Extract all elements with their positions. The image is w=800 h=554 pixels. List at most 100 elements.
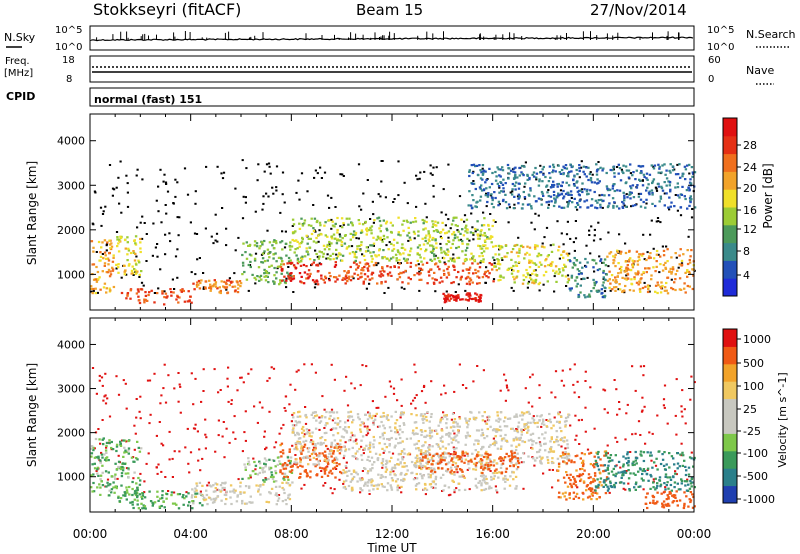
scatter-cell <box>133 492 137 495</box>
scatter-cell <box>684 291 687 294</box>
scatter-cell <box>153 372 156 375</box>
scatter-cell <box>140 502 143 505</box>
scatter-cell <box>528 266 532 269</box>
scatter-cell <box>403 465 406 468</box>
scatter-cell <box>637 192 640 195</box>
scatter-cell <box>199 492 202 495</box>
scatter-cell <box>276 499 280 502</box>
scatter-cell <box>538 396 541 399</box>
scatter-cell <box>279 444 282 447</box>
scatter-cell <box>279 281 282 284</box>
scatter-cell <box>244 196 247 199</box>
scatter-cell <box>135 263 138 266</box>
scatter-cell <box>549 262 553 265</box>
scatter-cell <box>313 217 317 220</box>
scatter-cell <box>549 195 553 198</box>
scatter-cell <box>447 250 450 253</box>
scatter-cell <box>319 224 322 227</box>
scatter-cell <box>436 265 440 268</box>
scatter-cell <box>456 256 459 260</box>
scatter-cell <box>588 295 592 298</box>
scatter-cell <box>560 206 563 209</box>
scatter-cell <box>632 196 636 199</box>
scatter-cell <box>542 420 545 423</box>
scatter-cell <box>350 431 353 434</box>
scatter-cell <box>263 457 267 460</box>
scatter-cell <box>517 187 521 190</box>
scatter-cell <box>512 269 515 272</box>
scatter-cell <box>210 498 213 501</box>
scatter-cell <box>647 191 651 194</box>
scatter-cell <box>264 463 267 466</box>
scatter-cell <box>259 493 262 496</box>
scatter-cell <box>668 270 671 273</box>
scatter-cell <box>565 181 568 184</box>
scatter-cell <box>403 181 406 184</box>
scatter-cell <box>306 273 309 276</box>
scatter-cell <box>403 423 406 426</box>
scatter-cell <box>674 194 677 196</box>
scatter-cell <box>602 276 605 279</box>
scatter-cell <box>687 186 690 189</box>
scatter-cell <box>570 197 573 199</box>
scatter-cell <box>272 367 276 370</box>
scatter-cell <box>204 498 208 501</box>
scatter-cell <box>434 290 437 293</box>
scatter-cell <box>442 188 445 191</box>
scatter-cell <box>366 418 370 421</box>
scatter-cell <box>593 190 596 194</box>
scatter-cell <box>536 245 539 248</box>
scatter-cell <box>249 476 252 479</box>
scatter-cell <box>515 415 519 418</box>
scatter-cell <box>429 172 432 175</box>
scatter-cell <box>272 253 276 256</box>
scatter-cell <box>269 251 272 254</box>
scatter-cell <box>108 239 111 242</box>
scatter-cell <box>577 293 580 297</box>
scatter-cell <box>486 247 489 250</box>
scatter-cell <box>204 227 207 230</box>
scatter-cell <box>335 446 338 449</box>
scatter-cell <box>389 473 392 476</box>
scatter-cell <box>338 239 341 242</box>
scatter-cell <box>239 485 242 488</box>
scatter-cell <box>390 488 394 491</box>
scatter-cell <box>349 436 353 439</box>
scatter-cell <box>643 258 646 261</box>
scatter-cell <box>630 187 633 190</box>
scatter-cell <box>235 500 239 503</box>
scatter-cell <box>136 270 139 273</box>
scatter-cell <box>555 430 558 433</box>
scatter-cell <box>584 370 587 373</box>
scatter-cell <box>298 476 301 479</box>
scatter-cell <box>552 169 555 172</box>
scatter-cell <box>611 187 614 190</box>
scatter-cell <box>428 434 431 437</box>
scatter-cell <box>108 251 111 255</box>
scatter-cell <box>244 485 248 488</box>
scatter-cell <box>92 246 95 249</box>
scatter-cell <box>258 401 261 404</box>
scatter-cell <box>426 242 429 245</box>
scatter-cell <box>552 185 555 188</box>
scatter-cell <box>474 439 477 442</box>
scatter-cell <box>310 363 313 366</box>
scatter-cell <box>260 261 263 264</box>
scatter-cell <box>314 249 317 252</box>
scatter-cell <box>434 220 437 223</box>
scatter-cell <box>596 168 599 171</box>
scatter-cell <box>384 466 388 469</box>
scatter-cell <box>370 255 373 258</box>
scatter-cell <box>507 177 510 180</box>
scatter-cell <box>614 289 617 292</box>
scatter-cell <box>381 240 384 243</box>
scatter-cell <box>531 417 534 420</box>
scatter-cell <box>430 380 433 383</box>
scatter-cell <box>527 410 530 413</box>
scatter-cell <box>135 398 138 400</box>
scatter-cell <box>625 278 628 281</box>
scatter-cell <box>288 448 291 451</box>
scatter-cell <box>555 270 558 273</box>
scatter-cell <box>445 433 449 436</box>
scatter-cell <box>663 384 667 387</box>
